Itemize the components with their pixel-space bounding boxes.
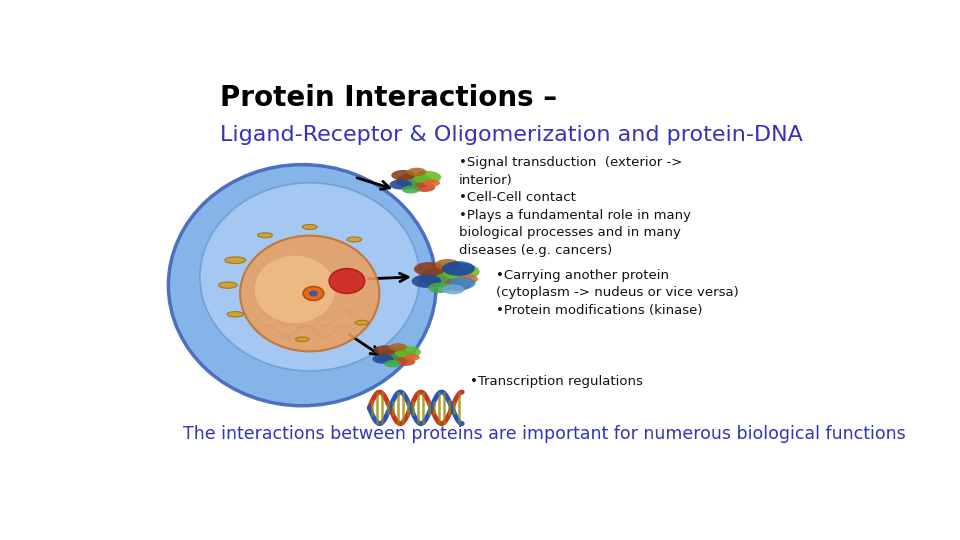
Ellipse shape [384,360,401,367]
Ellipse shape [347,237,362,242]
Ellipse shape [442,263,480,280]
Ellipse shape [257,233,273,238]
Ellipse shape [254,255,335,323]
Ellipse shape [395,346,420,358]
Text: The interactions between proteins are important for numerous biological function: The interactions between proteins are im… [183,425,906,443]
Ellipse shape [219,282,237,288]
Ellipse shape [200,183,420,371]
Ellipse shape [443,261,475,276]
Text: •Transcription regulations: •Transcription regulations [469,375,642,388]
Ellipse shape [456,274,478,284]
Ellipse shape [428,282,451,293]
Ellipse shape [372,354,394,364]
Ellipse shape [423,179,440,187]
Text: Ligand-Receptor & Oligomerization and protein-DNA: Ligand-Receptor & Oligomerization and pr… [221,125,804,145]
Ellipse shape [396,173,432,189]
Ellipse shape [407,167,426,176]
Ellipse shape [396,357,416,366]
Ellipse shape [240,235,379,352]
Ellipse shape [228,312,244,317]
Text: Protein Interactions –: Protein Interactions – [221,84,558,112]
Ellipse shape [296,337,309,341]
Ellipse shape [309,291,318,296]
Ellipse shape [374,345,396,355]
Text: •Signal transduction  (exterior ->
interior)
•Cell-Cell contact
•Plays a fundame: •Signal transduction (exterior -> interi… [459,156,690,257]
Ellipse shape [443,285,465,294]
Ellipse shape [225,257,246,264]
Ellipse shape [402,186,420,193]
Ellipse shape [444,279,471,291]
Ellipse shape [412,274,442,288]
Ellipse shape [420,266,468,287]
Ellipse shape [389,343,407,351]
Ellipse shape [302,225,317,230]
Ellipse shape [404,354,420,361]
Ellipse shape [378,348,412,363]
Ellipse shape [414,183,435,192]
Ellipse shape [392,170,415,180]
Ellipse shape [449,277,475,289]
Ellipse shape [355,320,369,325]
Text: •Carrying another protein
(cytoplasm -> nudeus or vice versa)
•Protein modificat: •Carrying another protein (cytoplasm -> … [495,268,738,316]
Ellipse shape [414,262,445,276]
Ellipse shape [303,286,324,301]
Ellipse shape [413,171,442,184]
Ellipse shape [329,268,365,294]
Ellipse shape [390,179,412,190]
Ellipse shape [435,259,460,270]
Ellipse shape [168,165,436,406]
